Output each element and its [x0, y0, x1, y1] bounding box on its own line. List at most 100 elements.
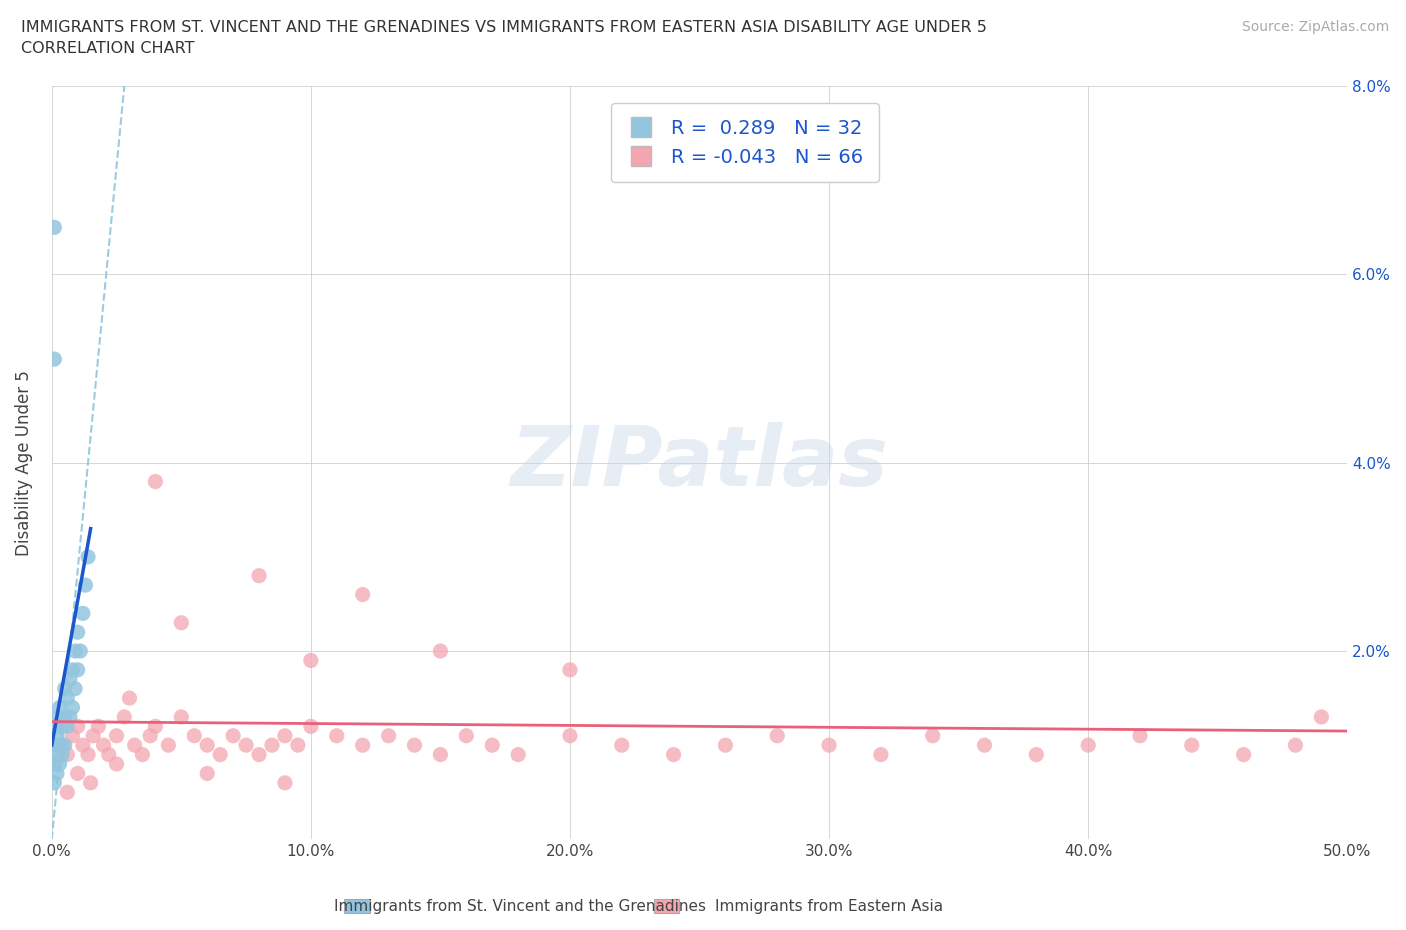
- Point: [235, 737, 257, 752]
- Point: [299, 653, 322, 668]
- Point: [53, 710, 76, 724]
- Point: [44, 719, 66, 734]
- Point: [66, 662, 89, 677]
- Point: [209, 747, 232, 762]
- Point: [56, 785, 79, 800]
- Legend: R =  0.289   N = 32, R = -0.043   N = 66: R = 0.289 N = 32, R = -0.043 N = 66: [610, 103, 879, 182]
- Text: Immigrants from Eastern Asia: Immigrants from Eastern Asia: [716, 899, 943, 914]
- Point: [75, 578, 97, 592]
- Point: [260, 737, 283, 752]
- Point: [1233, 747, 1256, 762]
- Point: [105, 728, 128, 743]
- Text: CORRELATION CHART: CORRELATION CHART: [21, 41, 194, 56]
- Point: [77, 747, 100, 762]
- Y-axis label: Disability Age Under 5: Disability Age Under 5: [15, 370, 32, 555]
- Text: ZIPatlas: ZIPatlas: [510, 422, 889, 503]
- Point: [79, 776, 101, 790]
- Point: [973, 737, 995, 752]
- Point: [1025, 747, 1047, 762]
- Point: [44, 757, 66, 772]
- Point: [82, 728, 104, 743]
- Point: [45, 747, 67, 762]
- Point: [45, 728, 67, 743]
- Point: [139, 728, 162, 743]
- Point: [45, 710, 67, 724]
- Point: [48, 757, 70, 772]
- Point: [59, 671, 82, 686]
- Point: [287, 737, 309, 752]
- Point: [56, 691, 79, 706]
- Point: [105, 757, 128, 772]
- Point: [145, 474, 167, 489]
- Point: [157, 737, 180, 752]
- Point: [51, 737, 73, 752]
- Point: [131, 747, 153, 762]
- Point: [45, 766, 67, 781]
- Point: [62, 728, 84, 743]
- Point: [77, 550, 100, 565]
- Point: [456, 728, 478, 743]
- Point: [404, 737, 426, 752]
- Point: [63, 682, 86, 697]
- Point: [662, 747, 685, 762]
- Text: IMMIGRANTS FROM ST. VINCENT AND THE GRENADINES VS IMMIGRANTS FROM EASTERN ASIA D: IMMIGRANTS FROM ST. VINCENT AND THE GREN…: [21, 20, 987, 35]
- Point: [59, 710, 82, 724]
- Point: [870, 747, 893, 762]
- Point: [69, 644, 91, 658]
- Point: [44, 352, 66, 366]
- Point: [44, 219, 66, 234]
- Point: [51, 719, 73, 734]
- Point: [112, 710, 135, 724]
- Point: [53, 737, 76, 752]
- Text: Source: ZipAtlas.com: Source: ZipAtlas.com: [1241, 20, 1389, 34]
- Point: [72, 737, 94, 752]
- Point: [48, 700, 70, 715]
- Point: [62, 700, 84, 715]
- Point: [326, 728, 349, 743]
- Point: [56, 747, 79, 762]
- Point: [921, 728, 943, 743]
- Point: [558, 728, 581, 743]
- Point: [429, 747, 451, 762]
- Point: [51, 747, 73, 762]
- Point: [247, 747, 270, 762]
- Point: [93, 737, 115, 752]
- Point: [66, 719, 89, 734]
- Point: [610, 737, 633, 752]
- Point: [558, 662, 581, 677]
- Point: [429, 644, 451, 658]
- Point: [66, 625, 89, 640]
- Point: [1181, 737, 1204, 752]
- Point: [87, 719, 110, 734]
- Point: [377, 728, 399, 743]
- Point: [170, 616, 193, 631]
- Point: [66, 766, 89, 781]
- Point: [352, 737, 374, 752]
- Point: [714, 737, 737, 752]
- Point: [274, 728, 297, 743]
- Point: [1284, 737, 1306, 752]
- Text: Immigrants from St. Vincent and the Grenadines: Immigrants from St. Vincent and the Gren…: [335, 899, 706, 914]
- Point: [299, 719, 322, 734]
- Point: [48, 737, 70, 752]
- Point: [1310, 710, 1333, 724]
- Point: [766, 728, 789, 743]
- Point: [145, 719, 167, 734]
- Point: [247, 568, 270, 583]
- Point: [183, 728, 205, 743]
- Point: [195, 737, 218, 752]
- Point: [118, 691, 141, 706]
- Point: [222, 728, 245, 743]
- Point: [274, 776, 297, 790]
- Point: [481, 737, 503, 752]
- Point: [195, 766, 218, 781]
- Point: [97, 747, 120, 762]
- Point: [44, 776, 66, 790]
- Point: [352, 587, 374, 602]
- Point: [170, 710, 193, 724]
- Point: [1129, 728, 1152, 743]
- Point: [508, 747, 530, 762]
- Point: [818, 737, 841, 752]
- Point: [62, 662, 84, 677]
- Point: [1077, 737, 1099, 752]
